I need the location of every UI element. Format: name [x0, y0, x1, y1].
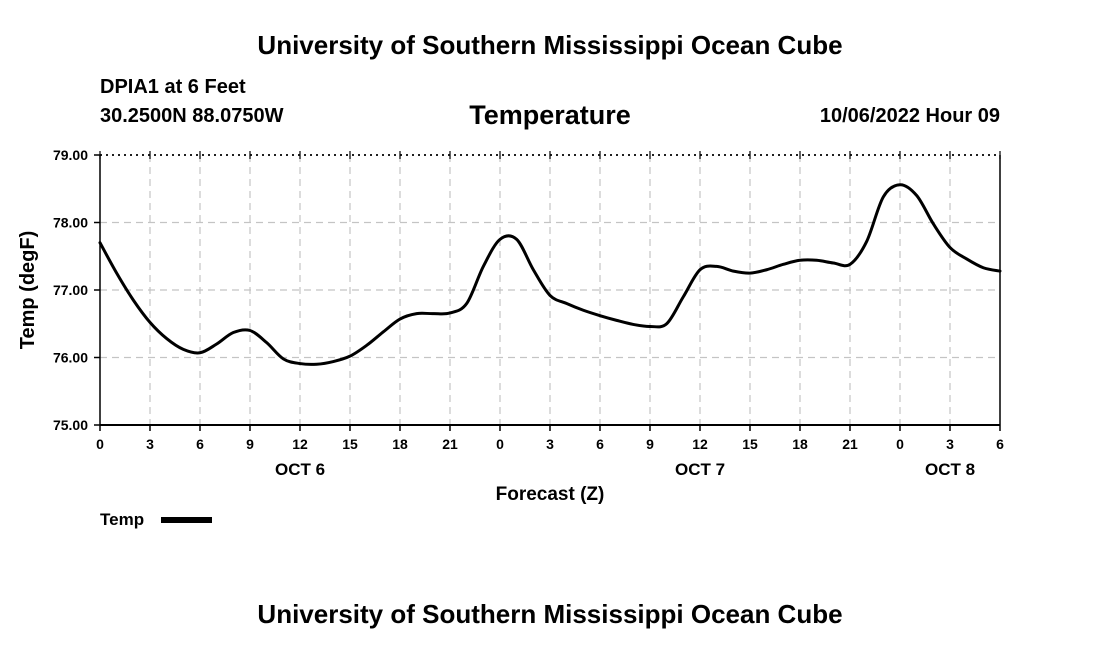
x-tick-label: 3 — [146, 436, 154, 452]
day-label: OCT 8 — [925, 460, 975, 479]
day-label: OCT 6 — [275, 460, 325, 479]
x-axis-label: Forecast (Z) — [496, 484, 605, 505]
station-label: DPIA1 at 6 Feet — [100, 76, 246, 98]
y-tick-label: 78.00 — [53, 215, 88, 231]
y-tick-label: 79.00 — [53, 147, 88, 163]
x-tick-label: 0 — [896, 436, 904, 452]
x-tick-label: 6 — [596, 436, 604, 452]
chart-title: Temperature — [469, 100, 631, 130]
y-tick-label: 75.00 — [53, 417, 88, 433]
legend-label: Temp — [100, 510, 144, 529]
bottom-title: University of Southern Mississippi Ocean… — [257, 599, 843, 629]
x-tick-label: 6 — [996, 436, 1004, 452]
top-title: University of Southern Mississippi Ocean… — [257, 30, 843, 60]
x-tick-label: 9 — [646, 436, 654, 452]
y-tick-label: 77.00 — [53, 282, 88, 298]
x-tick-label: 6 — [196, 436, 204, 452]
series-line-temp — [98, 183, 1002, 366]
y-axis-label: Temp (degF) — [17, 231, 39, 350]
x-tick-label: 0 — [496, 436, 504, 452]
day-label: OCT 7 — [675, 460, 725, 479]
x-tick-label: 0 — [96, 436, 104, 452]
x-tick-label: 12 — [692, 436, 708, 452]
x-tick-label: 15 — [342, 436, 358, 452]
x-tick-label: 3 — [546, 436, 554, 452]
station-coords: 30.2500N 88.0750W — [100, 105, 284, 127]
x-tick-label: 9 — [246, 436, 254, 452]
x-tick-label: 3 — [946, 436, 954, 452]
x-tick-label: 18 — [392, 436, 408, 452]
x-tick-label: 21 — [442, 436, 458, 452]
x-tick-label: 21 — [842, 436, 858, 452]
x-tick-label: 18 — [792, 436, 808, 452]
y-tick-label: 76.00 — [53, 350, 88, 366]
x-tick-label: 12 — [292, 436, 308, 452]
forecast-datetime: 10/06/2022 Hour 09 — [819, 105, 1000, 127]
x-tick-label: 15 — [742, 436, 758, 452]
